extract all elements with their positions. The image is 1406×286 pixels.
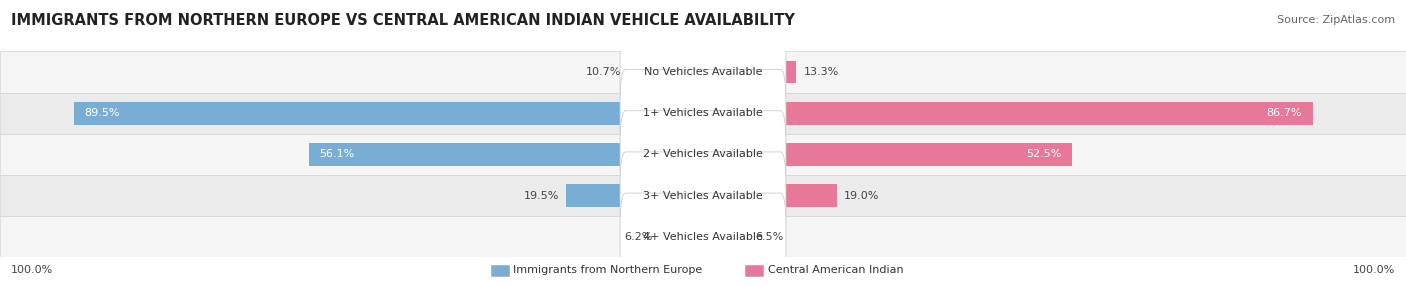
Bar <box>703 184 837 207</box>
FancyBboxPatch shape <box>620 111 786 198</box>
Text: 2+ Vehicles Available: 2+ Vehicles Available <box>643 150 763 159</box>
FancyBboxPatch shape <box>620 193 786 281</box>
Text: 19.5%: 19.5% <box>523 191 560 200</box>
Text: 3+ Vehicles Available: 3+ Vehicles Available <box>643 191 763 200</box>
Text: 52.5%: 52.5% <box>1026 150 1062 159</box>
Bar <box>0 93 1406 134</box>
Bar <box>703 225 749 248</box>
Text: Immigrants from Northern Europe: Immigrants from Northern Europe <box>513 265 703 275</box>
Text: 1+ Vehicles Available: 1+ Vehicles Available <box>643 108 763 118</box>
FancyBboxPatch shape <box>620 28 786 116</box>
FancyBboxPatch shape <box>620 69 786 157</box>
Bar <box>703 61 796 84</box>
Bar <box>0 175 1406 216</box>
Bar <box>627 61 703 84</box>
Bar <box>703 102 1313 125</box>
Text: 100.0%: 100.0% <box>11 265 53 275</box>
Text: 13.3%: 13.3% <box>804 67 839 77</box>
Text: 6.5%: 6.5% <box>756 232 785 242</box>
Bar <box>0 134 1406 175</box>
Bar <box>308 143 703 166</box>
Text: 89.5%: 89.5% <box>84 108 120 118</box>
Text: 86.7%: 86.7% <box>1267 108 1302 118</box>
Text: 19.0%: 19.0% <box>844 191 879 200</box>
Text: 56.1%: 56.1% <box>319 150 354 159</box>
FancyBboxPatch shape <box>620 152 786 239</box>
Bar <box>703 143 1073 166</box>
Bar <box>73 102 703 125</box>
Bar <box>565 184 703 207</box>
Bar <box>659 225 703 248</box>
Bar <box>0 51 1406 93</box>
Text: Source: ZipAtlas.com: Source: ZipAtlas.com <box>1277 15 1395 25</box>
Text: 100.0%: 100.0% <box>1353 265 1395 275</box>
Text: IMMIGRANTS FROM NORTHERN EUROPE VS CENTRAL AMERICAN INDIAN VEHICLE AVAILABILITY: IMMIGRANTS FROM NORTHERN EUROPE VS CENTR… <box>11 13 796 27</box>
Bar <box>0 216 1406 257</box>
Text: No Vehicles Available: No Vehicles Available <box>644 67 762 77</box>
Text: 4+ Vehicles Available: 4+ Vehicles Available <box>643 232 763 242</box>
Text: 10.7%: 10.7% <box>585 67 621 77</box>
Text: 6.2%: 6.2% <box>624 232 652 242</box>
Text: Central American Indian: Central American Indian <box>768 265 903 275</box>
